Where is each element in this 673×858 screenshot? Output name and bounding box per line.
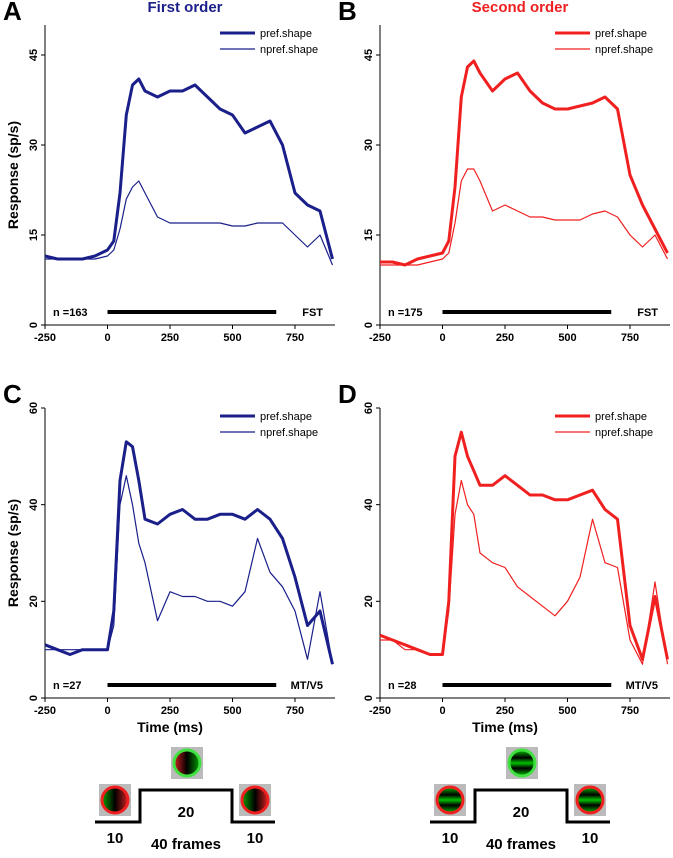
x-axis-label: Time (ms) — [472, 719, 538, 735]
x-tick-label: 750 — [621, 705, 639, 717]
panel-title: First order — [147, 0, 222, 16]
series-line — [380, 59, 669, 267]
area-label: FST — [302, 307, 323, 319]
stim-disc — [100, 785, 130, 815]
panel-label: A — [3, 0, 22, 26]
sample-size: n =175 — [388, 307, 423, 319]
y-tick-label: 0 — [28, 322, 40, 328]
panel-label: B — [338, 0, 357, 26]
y-tick-label: 60 — [28, 402, 40, 414]
y-tick-label: 45 — [363, 49, 375, 61]
x-tick-label: -250 — [34, 705, 56, 717]
y-tick-label: 20 — [28, 595, 40, 607]
y-axis-label: Response (sp/s) — [5, 499, 21, 607]
x-tick-label: -250 — [369, 705, 391, 717]
y-tick-label: 0 — [363, 695, 375, 701]
sample-size: n =27 — [53, 680, 81, 692]
x-tick-label: 750 — [621, 332, 639, 344]
x-tick-label: 500 — [223, 705, 241, 717]
series-line — [44, 77, 334, 261]
y-tick-label: 40 — [363, 499, 375, 511]
y-tick-label: 0 — [363, 322, 375, 328]
area-label: FST — [637, 307, 658, 319]
legend-label: npref.shape — [595, 427, 653, 439]
stim-disc — [507, 748, 537, 778]
stim-disc — [240, 785, 270, 815]
x-tick-label: 0 — [104, 332, 110, 344]
panel-label: C — [3, 379, 22, 409]
series-line — [380, 168, 669, 266]
area-label: MT/V5 — [626, 680, 658, 692]
x-tick-label: 500 — [223, 332, 241, 344]
diagram-label: 20 — [178, 804, 195, 821]
series-line — [45, 180, 334, 266]
legend-label: npref.shape — [260, 427, 318, 439]
legend-label: npref.shape — [595, 44, 653, 56]
x-tick-label: 750 — [286, 332, 304, 344]
legend-label: pref.shape — [595, 28, 647, 40]
y-tick-label: 15 — [28, 229, 40, 241]
diagram-duration: 40 frames — [486, 836, 556, 853]
stim-disc — [575, 785, 605, 815]
sample-size: n =28 — [388, 680, 416, 692]
series-line — [45, 475, 334, 665]
y-tick-label: 45 — [28, 49, 40, 61]
step-line — [95, 788, 275, 824]
x-tick-label: 0 — [104, 705, 110, 717]
y-tick-label: 40 — [28, 499, 40, 511]
legend-label: npref.shape — [260, 44, 318, 56]
y-tick-label: 60 — [363, 402, 375, 414]
x-axis-label: Time (ms) — [137, 719, 203, 735]
x-tick-label: 250 — [496, 705, 514, 717]
stim-disc — [435, 785, 465, 815]
x-tick-label: -250 — [34, 332, 56, 344]
y-tick-label: 0 — [28, 695, 40, 701]
series-line — [380, 479, 669, 665]
diagram-duration: 40 frames — [151, 836, 221, 853]
panel-title: Second order — [472, 0, 569, 16]
x-tick-label: 250 — [161, 705, 179, 717]
area-label: MT/V5 — [291, 680, 323, 692]
legend-label: pref.shape — [260, 411, 312, 423]
diagram-label: 10 — [582, 830, 599, 847]
x-tick-label: 0 — [439, 332, 445, 344]
y-tick-label: 15 — [363, 229, 375, 241]
x-tick-label: -250 — [369, 332, 391, 344]
stim-disc — [172, 748, 202, 778]
x-tick-label: 500 — [558, 705, 576, 717]
diagram-label: 20 — [513, 804, 530, 821]
x-tick-label: 250 — [161, 332, 179, 344]
legend-label: pref.shape — [595, 411, 647, 423]
y-tick-label: 30 — [28, 139, 40, 151]
y-tick-label: 20 — [363, 595, 375, 607]
diagram-label: 10 — [107, 830, 124, 847]
x-tick-label: 750 — [286, 705, 304, 717]
x-tick-label: 500 — [558, 332, 576, 344]
diagram-label: 10 — [247, 830, 264, 847]
y-axis-label: Response (sp/s) — [5, 121, 21, 229]
y-tick-label: 30 — [363, 139, 375, 151]
x-tick-label: 0 — [439, 705, 445, 717]
series-line — [44, 440, 334, 665]
sample-size: n =163 — [53, 307, 88, 319]
diagram-label: 10 — [442, 830, 459, 847]
x-tick-label: 250 — [496, 332, 514, 344]
panel-label: D — [338, 379, 357, 409]
legend-label: pref.shape — [260, 28, 312, 40]
series-line — [379, 430, 669, 661]
step-line — [430, 788, 610, 824]
